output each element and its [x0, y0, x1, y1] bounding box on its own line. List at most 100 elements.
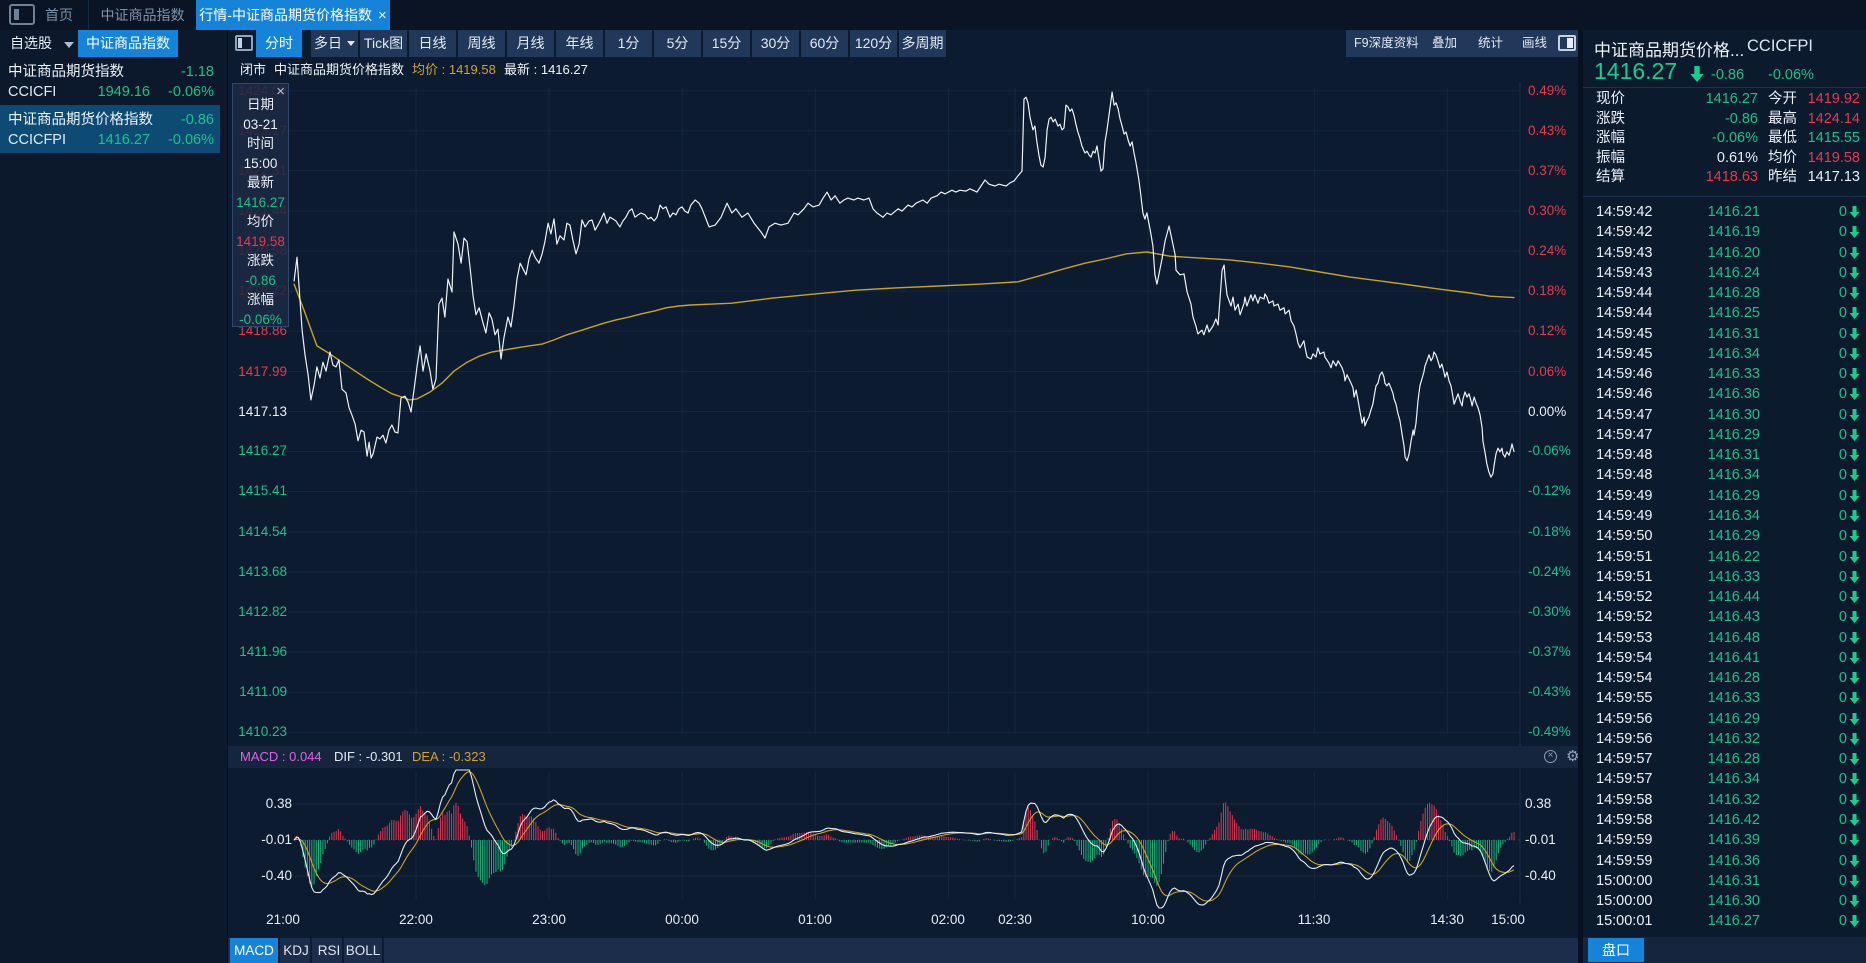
quote-stats-row: 涨跌 -0.86 最高 1424.14 [1583, 110, 1866, 130]
stat-value: -0.06% [1712, 130, 1758, 147]
tick-down-arrow-icon [1849, 915, 1860, 928]
indicator-tab-MACD[interactable]: MACD [230, 938, 280, 963]
tooltip-label: 涨跌 [247, 253, 274, 268]
tick-row: 14:59:52 1416.44 0 [1583, 587, 1866, 607]
tick-down-arrow-icon [1849, 449, 1860, 462]
watchlist-group-button[interactable]: 中证商品指数 [78, 30, 178, 57]
tick-volume: 0 [1838, 406, 1847, 423]
tick-time: 14:59:46 [1596, 366, 1653, 383]
period-button-1分[interactable]: 1分 [605, 30, 652, 57]
panel-divider[interactable] [1578, 30, 1583, 963]
pct-level-label: 0.30% [1528, 203, 1567, 218]
tick-down-arrow-icon [1849, 692, 1860, 705]
stat-label: 涨跌 [1596, 110, 1625, 127]
tick-price: 1416.29 [1707, 426, 1760, 443]
tick-down-arrow-icon [1849, 813, 1860, 826]
order-book-tab[interactable]: 盘口 [1588, 938, 1644, 962]
indicator-tab-RSI[interactable]: RSI [316, 938, 344, 963]
period-button-分时[interactable]: 分时 [256, 30, 302, 57]
menu-item-叠加[interactable]: 叠加 [1432, 36, 1458, 50]
avg-price-readout: 均价 : 1419.58 [412, 62, 496, 77]
divider [1583, 196, 1866, 197]
instrument-last: 1416.27 [97, 132, 150, 148]
pct-level-label: -0.43% [1528, 684, 1571, 699]
tab-home[interactable]: 首页 [45, 7, 73, 23]
tick-time: 14:59:57 [1596, 771, 1653, 788]
tick-row: 14:59:56 1416.32 0 [1583, 729, 1866, 749]
period-button-多日[interactable]: 多日 [311, 30, 358, 57]
macd-chart[interactable] [228, 768, 1578, 913]
panel-left-icon[interactable] [235, 35, 253, 51]
menu-item-画线[interactable]: 画线 [1522, 36, 1548, 50]
tick-price: 1416.21 [1707, 204, 1760, 220]
tick-time: 14:59:46 [1596, 386, 1653, 403]
tick-row: 14:59:58 1416.42 0 [1583, 810, 1866, 830]
stat-value: 1417.13 [1807, 169, 1860, 186]
period-button-60分[interactable]: 60分 [801, 30, 848, 57]
tick-row: 14:59:43 1416.24 0 [1583, 263, 1866, 283]
tick-down-arrow-icon [1849, 651, 1860, 664]
watchlist-item[interactable]: 中证商品期货指数 -1.18 CCICFI 1949.16 -0.06% [0, 57, 220, 105]
period-button-多周期[interactable]: 多周期 [899, 30, 946, 57]
menu-item-统计[interactable]: 统计 [1478, 36, 1504, 50]
tick-price: 1416.36 [1707, 386, 1760, 403]
tab-quote-active[interactable]: 行情-中证商品期货价格指数 × [196, 0, 390, 30]
tooltip-label: 均价 [247, 214, 274, 229]
tick-volume: 0 [1838, 548, 1847, 565]
quote-panel: 中证商品期货价格... CCICFPI 1416.27 -0.86 -0.06%… [1583, 30, 1866, 963]
macd-level-label: -0.01 [261, 832, 292, 847]
instrument-pct: -0.06% [168, 84, 214, 100]
watchlist-group-select[interactable]: 自选股 [10, 35, 52, 51]
period-button-周线[interactable]: 周线 [458, 30, 505, 57]
period-button-5分[interactable]: 5分 [654, 30, 701, 57]
period-button-Tick图[interactable]: Tick图 [360, 30, 407, 57]
stat-label: 均价 [1768, 149, 1797, 166]
tooltip-close-icon[interactable]: × [276, 83, 285, 100]
tick-row: 15:00:01 1416.27 0 [1583, 911, 1866, 931]
tick-down-arrow-icon [1849, 753, 1860, 766]
pct-level-label: 0.24% [1528, 243, 1567, 258]
indicator-tab-KDJ[interactable]: KDJ [282, 938, 312, 963]
intraday-price-chart[interactable] [228, 82, 1578, 746]
panel-right-icon[interactable] [1558, 35, 1576, 51]
indicator-close-icon[interactable]: × [1544, 750, 1557, 763]
tick-price: 1416.31 [1707, 872, 1760, 889]
period-button-120分[interactable]: 120分 [850, 30, 897, 57]
indicator-tab-BOLL[interactable]: BOLL [344, 938, 384, 963]
tick-volume: 0 [1838, 649, 1847, 666]
tick-time: 14:59:48 [1596, 467, 1653, 484]
tick-time: 14:59:54 [1596, 649, 1653, 666]
watchlist-item[interactable]: 中证商品期货价格指数 -0.86 CCICFPI 1416.27 -0.06% [0, 105, 220, 153]
tick-price: 1416.42 [1707, 811, 1760, 828]
sidebar-toggle-icon[interactable] [9, 4, 35, 25]
period-button-日线[interactable]: 日线 [409, 30, 456, 57]
stat-label: 现价 [1596, 91, 1625, 107]
menu-item-F9深度资料[interactable]: F9深度资料 [1354, 36, 1419, 50]
pct-level-label: -0.12% [1528, 483, 1571, 498]
tab-csi-commodity-index[interactable]: 中证商品指数 [88, 0, 196, 30]
tick-row: 14:59:44 1416.28 0 [1583, 283, 1866, 303]
tick-price: 1416.30 [1707, 406, 1760, 423]
tick-row: 14:59:47 1416.30 0 [1583, 405, 1866, 425]
tick-volume: 0 [1838, 771, 1847, 788]
tooltip-label: 日期 [247, 97, 274, 112]
tick-price: 1416.22 [1707, 548, 1760, 565]
tick-volume: 0 [1838, 285, 1847, 302]
stat-label: 最低 [1768, 130, 1797, 147]
tick-row: 14:59:47 1416.29 0 [1583, 425, 1866, 445]
tick-price: 1416.34 [1707, 507, 1760, 524]
tab-close-icon[interactable]: × [377, 7, 387, 24]
period-button-月线[interactable]: 月线 [507, 30, 554, 57]
tick-volume: 0 [1838, 528, 1847, 545]
period-button-15分[interactable]: 15分 [703, 30, 750, 57]
tick-row: 14:59:48 1416.34 0 [1583, 465, 1866, 485]
indicator-settings-icon[interactable]: ⚙ [1566, 748, 1580, 765]
period-button-年线[interactable]: 年线 [556, 30, 603, 57]
period-button-30分[interactable]: 30分 [752, 30, 799, 57]
tick-price: 1416.32 [1707, 730, 1760, 747]
top-tab-bar: 首页 中证商品指数 行情-中证商品期货价格指数 × [0, 0, 1866, 30]
tick-list[interactable]: 14:59:42 1416.21 0 14:59:42 1416.19 0 14:59:43… [1583, 202, 1866, 933]
price-level-label: 1412.82 [238, 604, 287, 619]
tick-time: 14:59:58 [1596, 791, 1653, 808]
tick-price: 1416.33 [1707, 366, 1760, 383]
